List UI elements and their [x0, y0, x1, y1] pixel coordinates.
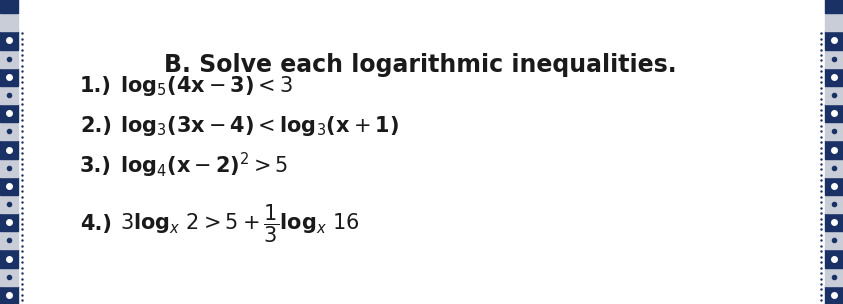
- Bar: [825, 250, 843, 268]
- Bar: [0, 13, 18, 31]
- Bar: [0, 177, 18, 195]
- Bar: [825, 231, 843, 250]
- Text: 3.): 3.): [80, 156, 112, 176]
- Bar: [0, 195, 18, 213]
- Text: $\mathregular{log}_3\mathregular{(3x} - \mathregular{4)} <  \mathregular{log}_3\: $\mathregular{log}_3\mathregular{(3x} - …: [120, 114, 399, 138]
- Bar: [825, 13, 843, 31]
- Bar: [0, 0, 18, 13]
- Bar: [825, 177, 843, 195]
- Bar: [825, 195, 843, 213]
- Bar: [825, 268, 843, 286]
- Bar: [0, 268, 18, 286]
- Text: $\mathregular{log}_4\mathregular{(x} - \mathregular{2)}^2 > 5$: $\mathregular{log}_4\mathregular{(x} - \…: [120, 151, 288, 181]
- Bar: [825, 86, 843, 104]
- Bar: [0, 50, 18, 68]
- Bar: [0, 122, 18, 140]
- Bar: [825, 104, 843, 122]
- Bar: [0, 231, 18, 250]
- Bar: [825, 0, 843, 13]
- Bar: [825, 50, 843, 68]
- Bar: [825, 122, 843, 140]
- Bar: [0, 213, 18, 231]
- Text: 1.): 1.): [80, 76, 112, 96]
- Text: 2.): 2.): [80, 116, 112, 136]
- Bar: [0, 68, 18, 86]
- Text: $3\mathregular{log}_x\ 2 > 5 + \dfrac{1}{3}\mathregular{log}_x\ 16$: $3\mathregular{log}_x\ 2 > 5 + \dfrac{1}…: [120, 203, 360, 245]
- Bar: [0, 104, 18, 122]
- Bar: [825, 286, 843, 304]
- Bar: [0, 31, 18, 50]
- Bar: [825, 140, 843, 159]
- Bar: [0, 140, 18, 159]
- Text: B. Solve each logarithmic inequalities.: B. Solve each logarithmic inequalities.: [164, 53, 676, 77]
- Bar: [0, 286, 18, 304]
- Bar: [825, 213, 843, 231]
- Bar: [0, 159, 18, 177]
- Text: 4.): 4.): [80, 214, 112, 234]
- Bar: [0, 86, 18, 104]
- Bar: [825, 68, 843, 86]
- Bar: [825, 31, 843, 50]
- Bar: [0, 250, 18, 268]
- Bar: [825, 159, 843, 177]
- Text: $\mathregular{log}_5\mathregular{(4x} - \mathregular{3)} < 3$: $\mathregular{log}_5\mathregular{(4x} - …: [120, 74, 293, 98]
